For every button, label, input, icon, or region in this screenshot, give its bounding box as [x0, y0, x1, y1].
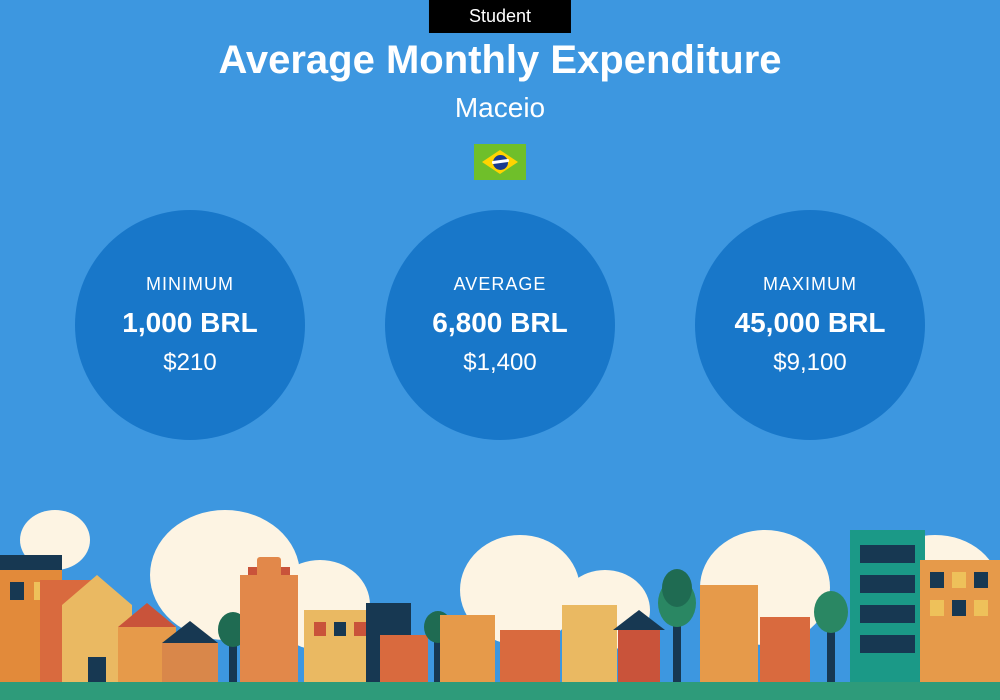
stat-label: AVERAGE — [454, 274, 547, 295]
category-badge: Student — [429, 0, 571, 33]
stat-value: 45,000 BRL — [735, 307, 886, 339]
stat-value: 6,800 BRL — [432, 307, 567, 339]
stat-maximum: MAXIMUM 45,000 BRL $9,100 — [695, 210, 925, 440]
stats-row: MINIMUM 1,000 BRL $210 AVERAGE 6,800 BRL… — [0, 210, 1000, 440]
stat-label: MAXIMUM — [763, 274, 857, 295]
city-illustration — [0, 485, 1000, 700]
city-name: Maceio — [0, 92, 1000, 124]
stat-average: AVERAGE 6,800 BRL $1,400 — [385, 210, 615, 440]
stat-value: 1,000 BRL — [122, 307, 257, 339]
stat-usd: $9,100 — [773, 349, 846, 377]
stat-usd: $1,400 — [463, 349, 536, 377]
stat-usd: $210 — [163, 349, 216, 377]
stat-label: MINIMUM — [146, 274, 234, 295]
stat-minimum: MINIMUM 1,000 BRL $210 — [75, 210, 305, 440]
brazil-flag-icon — [474, 144, 526, 180]
page-title: Average Monthly Expenditure — [0, 38, 1000, 83]
